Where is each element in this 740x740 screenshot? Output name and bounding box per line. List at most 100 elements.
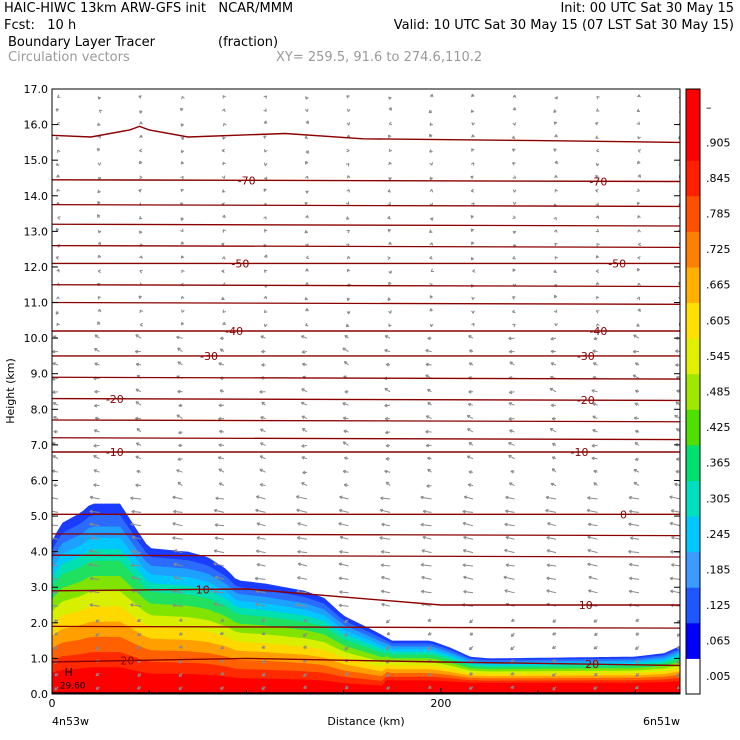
vector-head bbox=[344, 646, 349, 651]
vector-head bbox=[255, 602, 259, 607]
vector-head bbox=[387, 215, 391, 220]
vector-head bbox=[510, 633, 515, 637]
vector-head bbox=[56, 121, 61, 126]
vector-head bbox=[471, 296, 475, 300]
vector-head bbox=[177, 457, 181, 462]
vector-arrow bbox=[381, 551, 391, 554]
vector-head bbox=[346, 268, 351, 273]
colorbar-label: – bbox=[706, 101, 712, 114]
vector-head bbox=[425, 415, 430, 419]
vector-head bbox=[592, 429, 596, 433]
vector-arrow bbox=[681, 298, 682, 299]
y-tick-label: 2.0 bbox=[31, 617, 49, 630]
vector-arrow bbox=[52, 591, 59, 594]
vector-head bbox=[596, 323, 600, 327]
vector-head bbox=[508, 390, 513, 395]
vector-head bbox=[554, 256, 559, 260]
high-marker-value: 29.60 bbox=[60, 682, 86, 692]
x-end-label-left: 4n53w bbox=[52, 715, 89, 728]
vector-arrow bbox=[381, 603, 391, 607]
y-tick-label: 15.0 bbox=[24, 154, 49, 167]
vector-head bbox=[595, 228, 600, 233]
vector-head bbox=[425, 362, 429, 367]
vector-head bbox=[218, 468, 222, 472]
vector-head bbox=[300, 401, 305, 406]
vector-head bbox=[637, 229, 641, 233]
vector-arrow bbox=[176, 469, 183, 473]
vector-head bbox=[220, 618, 225, 623]
x-tick-label: 0 bbox=[49, 697, 56, 710]
vector-arrow bbox=[172, 522, 183, 527]
vector-head bbox=[131, 509, 135, 514]
overlay-name: Circulation vectors bbox=[8, 50, 130, 65]
vector-head bbox=[468, 349, 473, 353]
vector-arrow bbox=[339, 496, 349, 500]
tracer-fill bbox=[52, 503, 680, 694]
vector-head bbox=[303, 618, 307, 622]
vector-head bbox=[346, 122, 351, 126]
vector-arrow bbox=[671, 564, 680, 567]
vector-head bbox=[172, 522, 176, 526]
vector-head bbox=[468, 646, 473, 651]
vector-head bbox=[512, 175, 517, 179]
vector-head bbox=[387, 201, 392, 206]
vector-head bbox=[219, 389, 224, 393]
vector-arrow bbox=[215, 576, 225, 580]
vector-head bbox=[511, 618, 515, 622]
vector-head bbox=[220, 671, 225, 676]
y-tick-label: 7.0 bbox=[31, 439, 49, 452]
vector-head bbox=[139, 255, 143, 259]
vector-head bbox=[635, 632, 639, 636]
vector-arrow bbox=[296, 509, 308, 513]
vector-head bbox=[628, 522, 632, 527]
vector-head bbox=[634, 685, 639, 690]
temperature-contours: 20 20 10 10 0 -10 -10 -20 -20 -30 -30 -40 -40 -50 -50 -… bbox=[52, 125, 680, 694]
vector-head bbox=[261, 686, 265, 691]
vector-arrow bbox=[669, 522, 680, 527]
vector-head bbox=[346, 108, 351, 112]
vector-head bbox=[176, 335, 180, 340]
vector-head bbox=[179, 618, 183, 622]
vector-arrow bbox=[339, 509, 349, 513]
vector-head bbox=[388, 241, 392, 246]
vector-head bbox=[300, 335, 305, 339]
isotherm-line bbox=[52, 625, 680, 629]
vector-head bbox=[339, 550, 343, 554]
colorbar-swatch bbox=[686, 160, 700, 197]
vector-head bbox=[469, 632, 474, 636]
vector-head bbox=[467, 483, 472, 487]
vector-head bbox=[551, 673, 556, 677]
vector-head bbox=[261, 401, 265, 406]
vector-head bbox=[427, 336, 431, 341]
vector-head bbox=[305, 190, 309, 194]
y-tick-label: 11.0 bbox=[24, 297, 49, 310]
vector-head bbox=[261, 363, 265, 367]
vector-head bbox=[343, 429, 347, 434]
vector-head bbox=[138, 295, 142, 299]
vector-arrow bbox=[297, 537, 308, 540]
colorbar-label: .905 bbox=[706, 136, 731, 149]
isotherm-line bbox=[52, 301, 680, 305]
vector-head bbox=[136, 645, 141, 649]
vector-head bbox=[181, 95, 185, 100]
vector-head bbox=[593, 686, 597, 690]
vector-head bbox=[220, 659, 225, 663]
vector-head bbox=[218, 362, 222, 366]
vector-head bbox=[379, 508, 384, 513]
vector-arrow bbox=[629, 577, 640, 580]
vector-arrow bbox=[671, 509, 680, 513]
vector-head bbox=[636, 108, 641, 113]
vector-head bbox=[509, 361, 513, 365]
vector-arrow bbox=[172, 537, 183, 540]
vector-head bbox=[554, 242, 558, 247]
vector-arrow bbox=[131, 510, 142, 513]
vector-head bbox=[505, 535, 509, 540]
vector-head bbox=[345, 672, 349, 676]
vector-head bbox=[215, 496, 219, 501]
vector-head bbox=[98, 109, 103, 114]
vector-head bbox=[139, 230, 143, 234]
vector-head bbox=[302, 633, 307, 638]
vector-head bbox=[552, 619, 556, 623]
vector-head bbox=[180, 175, 184, 180]
vector-head bbox=[552, 632, 556, 636]
